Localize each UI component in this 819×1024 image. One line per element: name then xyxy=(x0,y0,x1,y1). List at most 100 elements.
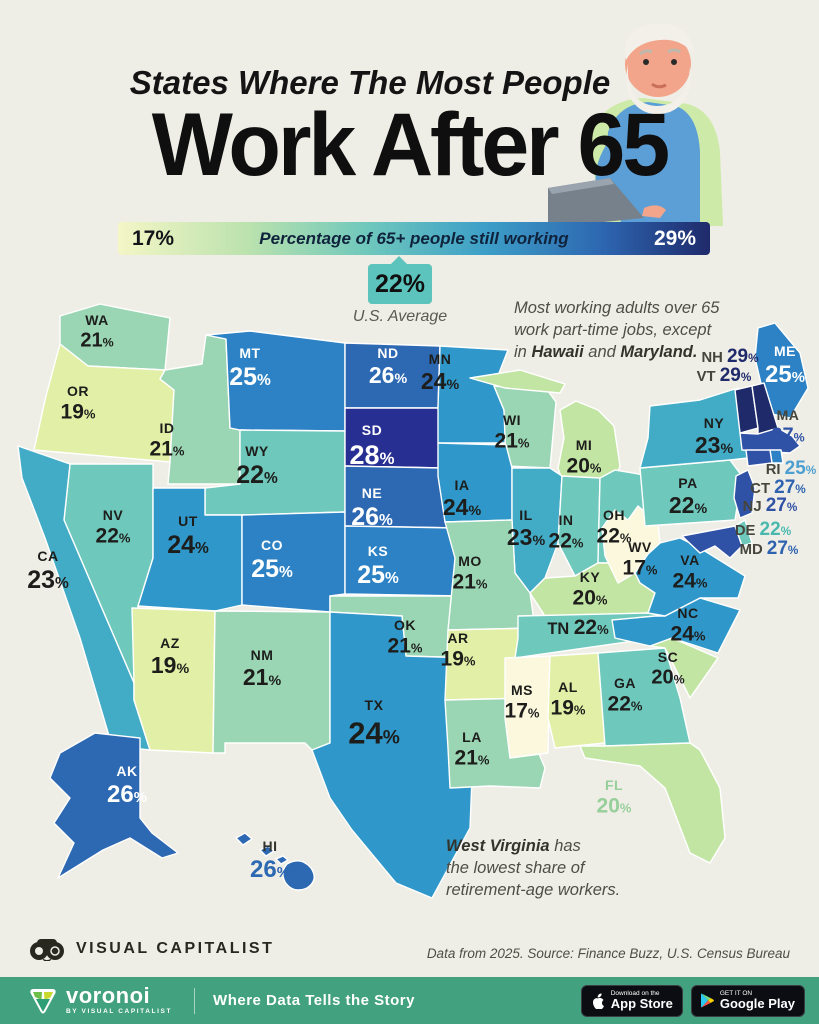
state-label: 24% xyxy=(421,368,460,394)
state-label: CO xyxy=(261,537,283,553)
mouth xyxy=(651,82,667,89)
apple-icon xyxy=(592,992,604,1009)
state-tn xyxy=(514,612,666,659)
google-play-icon xyxy=(700,993,714,1008)
state-label: ID xyxy=(160,420,175,436)
state-al xyxy=(547,652,606,749)
voronoi-logo: voronoi BY VISUAL CAPITALIST xyxy=(28,985,172,1016)
annotation-line: Most working adults over 65 xyxy=(514,299,720,317)
state-label: OR xyxy=(67,383,89,399)
state-label: 25% xyxy=(229,363,271,391)
state-label: 17% xyxy=(505,700,540,723)
state-ga xyxy=(597,647,691,747)
state-label: IN xyxy=(559,512,574,528)
state-in xyxy=(557,475,601,577)
state-label: MI xyxy=(576,437,593,453)
state-label: 19% xyxy=(441,648,476,671)
laptop-edge xyxy=(548,178,614,194)
state-ia xyxy=(437,442,513,523)
state-label: ME xyxy=(774,343,796,359)
state-label: WA xyxy=(85,312,109,328)
state-ma xyxy=(739,427,801,454)
state-label: 25% xyxy=(251,555,293,583)
state-label: 24% xyxy=(167,531,209,559)
state-az xyxy=(131,607,216,754)
voronoi-subtitle: BY VISUAL CAPITALIST xyxy=(66,1008,173,1016)
state-shapes xyxy=(17,303,809,899)
google-play-badge[interactable]: GET IT ON Google Play xyxy=(690,984,805,1017)
state-label: 26% xyxy=(351,503,393,531)
tagline: Where Data Tells the Story xyxy=(213,992,415,1009)
state-label: LA xyxy=(462,729,482,745)
state-nj xyxy=(733,469,756,519)
state-nh xyxy=(751,382,779,435)
state-va xyxy=(634,537,746,617)
state-wy xyxy=(204,429,346,516)
state-label: GA xyxy=(614,675,636,691)
state-ok xyxy=(329,595,473,659)
state-label: 20% xyxy=(597,795,632,818)
state-nd xyxy=(344,342,441,409)
state-label: 22% xyxy=(608,693,643,716)
bar-divider xyxy=(194,987,196,1014)
us-average-value: 22% xyxy=(368,264,432,304)
app-store-badge[interactable]: Download on the App Store xyxy=(580,984,683,1017)
state-de xyxy=(734,519,753,547)
state-label: NC xyxy=(677,605,698,621)
state-label: 20% xyxy=(567,455,602,478)
annotation-bold-hawaii: Hawaii xyxy=(531,342,584,361)
state-ne xyxy=(344,465,459,529)
state-ky xyxy=(529,562,656,617)
state-label: WY xyxy=(245,443,269,459)
state-label: 20% xyxy=(573,587,608,610)
state-label: 21% xyxy=(243,664,282,690)
state-label: WI xyxy=(503,412,521,428)
state-pa xyxy=(639,459,743,527)
state-la xyxy=(444,697,546,789)
state-nc xyxy=(611,597,741,654)
annotation-bold-wv: West Virginia xyxy=(446,837,550,855)
state-label: 21% xyxy=(455,747,490,770)
state-label: IA xyxy=(455,477,470,493)
state-label: 22% xyxy=(96,525,131,548)
state-label: 28% xyxy=(350,440,395,470)
state-label: 24% xyxy=(443,494,482,520)
state-label: VA xyxy=(680,552,699,568)
state-ri xyxy=(769,449,784,464)
state-label: MT xyxy=(239,345,260,361)
app-store-text: Download on the App Store xyxy=(610,989,673,1011)
state-label: RI 25% xyxy=(766,458,817,479)
state-label: 26% xyxy=(107,781,147,808)
title-line2: Work After 65 xyxy=(151,95,670,195)
legend-min: 17% xyxy=(132,226,175,250)
store-badges: Download on the App Store GET IT ON Goog… xyxy=(580,984,805,1017)
state-label: 23% xyxy=(695,432,734,458)
annotation-part-time: Most working adults over 65 work part-ti… xyxy=(514,299,720,361)
state-label: 21% xyxy=(453,571,488,594)
title-line1: States Where The Most People xyxy=(129,64,611,101)
annotation-west-virginia: West Virginia has the lowest share of re… xyxy=(446,837,621,899)
state-oh xyxy=(597,469,651,564)
state-nv xyxy=(63,463,154,684)
voronoi-icon xyxy=(30,988,56,1013)
state-label: 23% xyxy=(507,524,546,550)
state-label: TX xyxy=(365,697,384,713)
state-hi xyxy=(235,832,315,891)
state-wv xyxy=(601,505,661,584)
us-choropleth-map: WA 21% OR 19% CA 23% NV 22% ID 21% MT 25% WY 22% UT 24%… xyxy=(17,303,817,899)
state-ut xyxy=(137,487,243,612)
state-or xyxy=(33,343,175,463)
state-ca xyxy=(17,445,151,751)
state-label: WV xyxy=(628,539,652,555)
state-wi xyxy=(493,385,557,469)
state-sc xyxy=(649,637,719,699)
state-mn xyxy=(437,345,509,444)
head xyxy=(625,31,691,97)
bottom-brand-bar: voronoi BY VISUAL CAPITALIST Where Data … xyxy=(0,977,819,1024)
state-ar xyxy=(444,627,536,701)
state-label: DE 22% xyxy=(735,519,792,540)
state-label: HI xyxy=(263,838,278,854)
state-label: 24% xyxy=(673,570,708,593)
voronoi-wordmark: voronoi BY VISUAL CAPITALIST xyxy=(66,985,172,1016)
state-ak xyxy=(49,732,179,879)
